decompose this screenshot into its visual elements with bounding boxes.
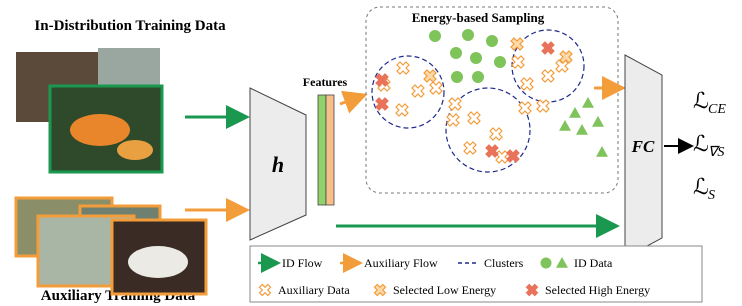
loss-subscript: ∇S — [708, 145, 724, 160]
id-title: In-Distribution Training Data — [34, 18, 226, 34]
cross-mark — [424, 70, 436, 82]
legend-label: ID Data — [574, 256, 613, 270]
fc-label: FC — [631, 137, 655, 156]
cross-mark — [430, 82, 442, 94]
legend-label: Auxiliary Flow — [364, 256, 438, 270]
points — [376, 29, 608, 163]
id-triangle — [582, 97, 594, 108]
legend-label: Selected Low Energy — [393, 283, 496, 297]
cross-mark — [397, 62, 409, 74]
feature-bar — [326, 95, 334, 205]
cross-mark — [542, 70, 554, 82]
loss-symbol: ℒ — [693, 89, 709, 114]
id-circle — [450, 47, 462, 59]
id-triangle — [569, 107, 581, 118]
id-circle — [451, 71, 463, 83]
legend-label: Auxiliary Data — [278, 283, 350, 297]
id-triangle — [559, 120, 571, 131]
id-triangle — [592, 116, 604, 127]
id-circle — [494, 56, 506, 68]
id-triangle — [596, 146, 608, 157]
sampling-title: Energy-based Sampling — [412, 10, 545, 25]
id-circle — [472, 71, 484, 83]
fc-block — [625, 55, 662, 258]
loss-symbol: ℒ — [693, 175, 709, 200]
cross-mark — [376, 98, 388, 110]
sampling-box — [366, 7, 618, 193]
feature-bar — [318, 95, 326, 205]
loss-subscript: CE — [708, 102, 726, 117]
h-label: h — [272, 152, 284, 177]
id-circle — [541, 258, 552, 269]
cross-mark — [396, 104, 408, 116]
cross-mark — [512, 56, 524, 68]
id-circle — [470, 52, 482, 64]
id-circle — [486, 35, 498, 47]
id-images — [16, 48, 162, 172]
cross-mark — [447, 114, 459, 126]
cross-mark — [490, 128, 502, 140]
id-circle — [462, 29, 474, 41]
cross-mark — [468, 112, 480, 124]
aux-arrow — [340, 96, 362, 104]
loss-symbol: ℒ — [693, 132, 709, 157]
cross-mark — [464, 142, 476, 154]
aux-images — [16, 198, 206, 294]
cross-mark — [507, 150, 519, 162]
features-label: Features — [303, 75, 348, 89]
cross-mark — [486, 145, 498, 157]
figure: In-Distribution Training Data Auxiliary … — [0, 0, 742, 306]
cross-mark — [449, 98, 461, 110]
cross-mark — [537, 100, 549, 112]
cross-mark — [412, 85, 424, 97]
loss-subscript: S — [708, 188, 715, 203]
cross-mark — [519, 102, 531, 114]
legend-label: ID Flow — [282, 256, 323, 270]
id-circle — [429, 30, 441, 42]
cross-mark — [521, 78, 533, 90]
cross-mark — [542, 42, 554, 54]
legend-label: Clusters — [484, 256, 524, 270]
id-triangle — [576, 124, 588, 135]
cross-mark — [496, 151, 508, 163]
legend-label: Selected High Energy — [545, 283, 650, 297]
